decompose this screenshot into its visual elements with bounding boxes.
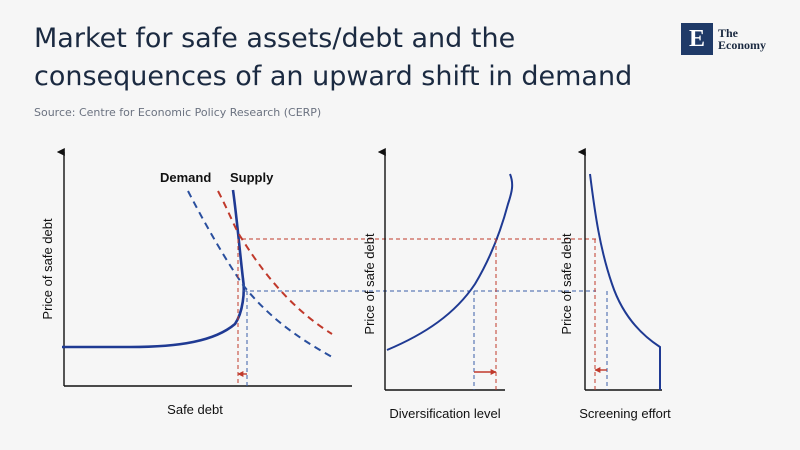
- panel-middle: Price of safe debt Diversification level: [362, 148, 514, 421]
- diversification-curve: [386, 173, 514, 351]
- supply-curve: [62, 189, 246, 349]
- screening-curve: [589, 173, 661, 390]
- safe-debt-diagram: Demand Supply Price of safe debt Safe de…: [30, 134, 772, 434]
- middle-y-label: Price of safe debt: [362, 233, 377, 335]
- demand-label: Demand: [160, 170, 211, 185]
- logo-mark: E: [681, 23, 713, 55]
- panel-right: Price of safe debt Screening effort: [559, 148, 671, 421]
- demand-curve-initial: [187, 190, 333, 358]
- middle-x-label: Diversification level: [389, 406, 500, 421]
- left-y-label: Price of safe debt: [40, 218, 55, 320]
- right-y-label: Price of safe debt: [559, 233, 574, 335]
- demand-curve-shifted: [217, 190, 333, 335]
- diagram-svg: Demand Supply Price of safe debt Safe de…: [40, 148, 671, 421]
- page-title: Market for safe assets/debt and the cons…: [34, 20, 634, 96]
- logo-wordmark: The Economy: [718, 27, 766, 51]
- supply-label: Supply: [230, 170, 274, 185]
- logo-text-line-1: The: [718, 26, 739, 40]
- title-line-1: Market for safe assets/debt and the: [34, 23, 516, 54]
- right-x-label: Screening effort: [579, 406, 671, 421]
- logo-text-line-2: Economy: [718, 38, 766, 52]
- source-note: Source: Centre for Economic Policy Resea…: [34, 106, 322, 119]
- the-economy-logo: E The Economy: [681, 22, 766, 56]
- title-line-2: consequences of an upward shift in deman…: [34, 61, 633, 92]
- left-x-label: Safe debt: [167, 402, 223, 417]
- panel-left: Demand Supply Price of safe debt Safe de…: [40, 148, 352, 417]
